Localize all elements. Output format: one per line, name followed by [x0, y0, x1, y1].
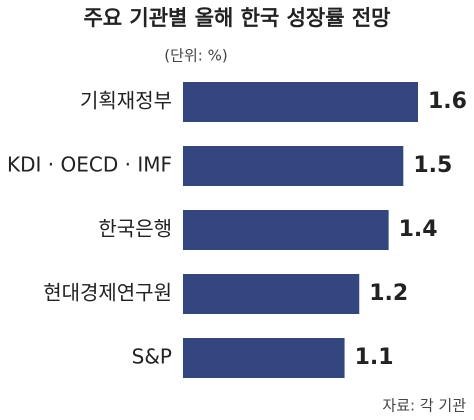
category-label: KDI · OECD · IMF	[7, 153, 172, 177]
source: 자료: 각 기관	[382, 397, 466, 415]
category-label: 한국은행	[98, 217, 172, 241]
category-label: 기획재정부	[80, 89, 172, 113]
category-label: 현대경제연구원	[43, 281, 172, 305]
value-label: 1.6	[428, 89, 467, 114]
value-label: 1.4	[399, 217, 438, 242]
value-label: 1.2	[369, 281, 408, 306]
bar	[183, 210, 389, 250]
value-label: 1.1	[355, 345, 394, 370]
unit-label: (단위: %)	[164, 47, 227, 65]
chart-title: 주요 기관별 올해 한국 성장률 전망	[83, 6, 390, 30]
bar	[183, 274, 360, 314]
bar	[183, 146, 404, 186]
category-label: S&P	[132, 345, 172, 369]
bar	[183, 338, 345, 378]
bar	[183, 82, 418, 122]
value-label: 1.5	[413, 153, 452, 178]
